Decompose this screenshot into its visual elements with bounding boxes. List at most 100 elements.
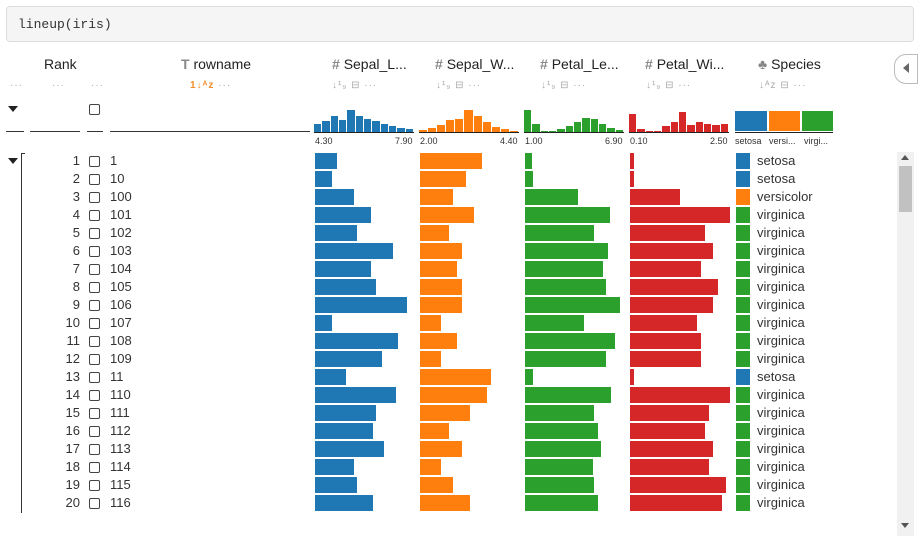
table-row[interactable]: 17 113 virginica — [0, 440, 900, 458]
filter-icon[interactable]: ⊟ — [560, 80, 570, 91]
more-button[interactable]: ··· — [52, 80, 65, 91]
species-summary-virginica[interactable] — [802, 111, 833, 131]
collapse-all-caret-icon[interactable] — [8, 106, 18, 112]
row-select-checkbox[interactable] — [89, 426, 100, 437]
sepal-length-bar — [315, 333, 398, 349]
more-button[interactable]: ··· — [468, 80, 482, 91]
table-row[interactable]: 15 111 virginica — [0, 404, 900, 422]
table-row[interactable]: 2 10 setosa — [0, 170, 900, 188]
table-row[interactable]: 5 102 virginica — [0, 224, 900, 242]
species-cell: setosa — [757, 369, 796, 384]
species-summary-setosa[interactable] — [735, 111, 767, 131]
header-petal-width[interactable]: # Petal_Wi... — [645, 56, 724, 72]
sepal-length-bar — [315, 261, 371, 277]
scrollbar-thumb[interactable] — [899, 166, 912, 212]
species-cell: virginica — [757, 405, 805, 420]
table-row[interactable]: 11 108 virginica — [0, 332, 900, 350]
row-select-checkbox[interactable] — [89, 444, 100, 455]
row-select-checkbox[interactable] — [89, 372, 100, 383]
row-select-checkbox[interactable] — [89, 300, 100, 311]
code-input[interactable]: lineup(iris) — [6, 6, 914, 42]
sort-numeric-icon[interactable]: ↓¹₉ — [541, 80, 557, 91]
sort-numeric-icon[interactable]: ↓¹₉ — [332, 80, 348, 91]
histogram-bar — [482, 122, 491, 132]
table-row[interactable]: 19 115 virginica — [0, 476, 900, 494]
row-select-checkbox[interactable] — [89, 354, 100, 365]
sepal-length-bar — [315, 207, 371, 223]
header-species[interactable]: ♣ Species — [758, 56, 821, 72]
table-row[interactable]: 9 106 virginica — [0, 296, 900, 314]
table-row[interactable]: 1 1 setosa — [0, 152, 900, 170]
row-select-checkbox[interactable] — [89, 318, 100, 329]
row-select-checkbox[interactable] — [89, 192, 100, 203]
select-all-checkbox[interactable] — [89, 104, 100, 115]
row-select-checkbox[interactable] — [89, 408, 100, 419]
table-row[interactable]: 7 104 virginica — [0, 260, 900, 278]
petal-length-bar — [525, 261, 603, 277]
more-button[interactable]: ··· — [10, 80, 23, 91]
petal-width-bar — [630, 315, 697, 331]
more-button[interactable]: ··· — [678, 80, 692, 91]
row-select-checkbox[interactable] — [89, 228, 100, 239]
rowname-cell: 116 — [110, 495, 131, 510]
header-sepal-width[interactable]: # Sepal_W... — [435, 56, 514, 72]
more-button[interactable]: ··· — [573, 80, 587, 91]
group-collapse-caret-icon[interactable] — [8, 158, 18, 164]
petal-length-bar — [525, 315, 584, 331]
histogram-bar — [582, 118, 590, 132]
row-select-checkbox[interactable] — [89, 498, 100, 509]
species-cell: virginica — [757, 477, 805, 492]
table-row[interactable]: 18 114 virginica — [0, 458, 900, 476]
sort-numeric-icon[interactable]: ↓¹₉ — [646, 80, 662, 91]
sepal-width-histogram[interactable] — [419, 100, 519, 132]
table-row[interactable]: 8 105 virginica — [0, 278, 900, 296]
petal-width-histogram[interactable] — [629, 100, 729, 132]
filter-icon[interactable]: ⊟ — [455, 80, 465, 91]
scroll-up-arrow-icon[interactable] — [901, 155, 909, 160]
table-row[interactable]: 16 112 virginica — [0, 422, 900, 440]
more-button[interactable]: ··· — [218, 80, 232, 91]
header-petal-length[interactable]: # Petal_Le... — [540, 56, 619, 72]
petal-length-histogram[interactable] — [524, 100, 624, 132]
filter-icon[interactable]: ⊟ — [351, 80, 361, 91]
filter-icon[interactable]: ⊟ — [780, 80, 790, 91]
side-panel-toggle-button[interactable] — [894, 54, 918, 84]
row-select-checkbox[interactable] — [89, 390, 100, 401]
filter-icon[interactable]: ⊟ — [665, 80, 675, 91]
row-select-checkbox[interactable] — [89, 480, 100, 491]
vertical-scrollbar[interactable] — [897, 152, 914, 536]
row-select-checkbox[interactable] — [89, 174, 100, 185]
sort-alpha-active-icon[interactable]: 1↓ᴬᴢ — [190, 80, 215, 91]
row-select-checkbox[interactable] — [89, 282, 100, 293]
more-button[interactable]: ··· — [91, 80, 104, 91]
sort-alpha-icon[interactable]: ↓ᴬᴢ — [759, 80, 777, 91]
more-button[interactable]: ··· — [364, 80, 378, 91]
header-sepal-length[interactable]: # Sepal_L... — [332, 56, 407, 72]
sepal-width-bar — [420, 387, 487, 403]
species-summary-versicolor[interactable] — [769, 111, 800, 131]
row-select-checkbox[interactable] — [89, 264, 100, 275]
table-row[interactable]: 3 100 versicolor — [0, 188, 900, 206]
petal-width-bar — [630, 441, 713, 457]
header-rowname[interactable]: T rowname — [181, 56, 251, 72]
row-select-checkbox[interactable] — [89, 336, 100, 347]
header-rank[interactable]: Rank — [44, 56, 77, 72]
more-button[interactable]: ··· — [793, 80, 807, 91]
sepal-width-bar — [420, 441, 462, 457]
table-row[interactable]: 13 11 setosa — [0, 368, 900, 386]
table-row[interactable]: 4 101 virginica — [0, 206, 900, 224]
table-row[interactable]: 10 107 virginica — [0, 314, 900, 332]
row-select-checkbox[interactable] — [89, 156, 100, 167]
sort-numeric-icon[interactable]: ↓¹₉ — [436, 80, 452, 91]
numeric-type-icon: # — [540, 56, 548, 72]
table-row[interactable]: 12 109 virginica — [0, 350, 900, 368]
row-select-checkbox[interactable] — [89, 210, 100, 221]
petal-length-bar — [525, 405, 594, 421]
table-row[interactable]: 14 110 virginica — [0, 386, 900, 404]
row-select-checkbox[interactable] — [89, 462, 100, 473]
row-select-checkbox[interactable] — [89, 246, 100, 257]
table-row[interactable]: 6 103 virginica — [0, 242, 900, 260]
scroll-down-arrow-icon[interactable] — [901, 523, 909, 528]
sepal-length-histogram[interactable] — [314, 100, 414, 132]
table-row[interactable]: 20 116 virginica — [0, 494, 900, 512]
